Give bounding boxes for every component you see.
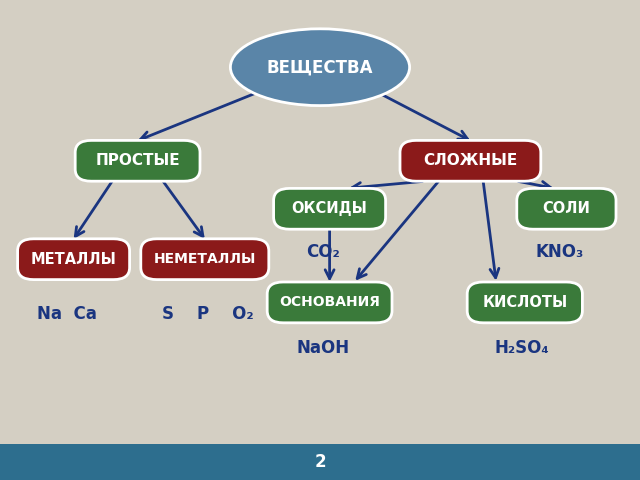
Text: KNO₃: KNO₃: [536, 243, 584, 261]
Text: МЕТАЛЛЫ: МЕТАЛЛЫ: [31, 252, 116, 267]
Text: 2: 2: [314, 453, 326, 471]
Text: НЕМЕТАЛЛЫ: НЕМЕТАЛЛЫ: [154, 252, 256, 266]
FancyBboxPatch shape: [517, 189, 616, 229]
Text: ПРОСТЫЕ: ПРОСТЫЕ: [95, 153, 180, 168]
Text: ОСНОВАНИЯ: ОСНОВАНИЯ: [279, 295, 380, 310]
Text: СЛОЖНЫЕ: СЛОЖНЫЕ: [423, 153, 518, 168]
Text: КИСЛОТЫ: КИСЛОТЫ: [482, 295, 568, 310]
Text: H₂SO₄: H₂SO₄: [494, 339, 549, 357]
FancyBboxPatch shape: [467, 282, 582, 323]
Bar: [0, 444, 640, 480]
Text: S    P    O₂: S P O₂: [162, 305, 254, 324]
Text: CO₂: CO₂: [307, 243, 340, 261]
FancyBboxPatch shape: [268, 282, 392, 323]
Text: Na  Ca: Na Ca: [37, 305, 97, 324]
FancyBboxPatch shape: [76, 140, 200, 181]
FancyBboxPatch shape: [18, 239, 130, 279]
FancyBboxPatch shape: [141, 239, 269, 279]
FancyBboxPatch shape: [274, 189, 385, 229]
FancyBboxPatch shape: [400, 140, 541, 181]
Text: СОЛИ: СОЛИ: [543, 201, 590, 216]
Text: ВЕЩЕСТВА: ВЕЩЕСТВА: [267, 58, 373, 76]
Ellipse shape: [230, 29, 410, 106]
Text: ОКСИДЫ: ОКСИДЫ: [292, 201, 367, 216]
Text: NaOH: NaOH: [296, 339, 350, 357]
